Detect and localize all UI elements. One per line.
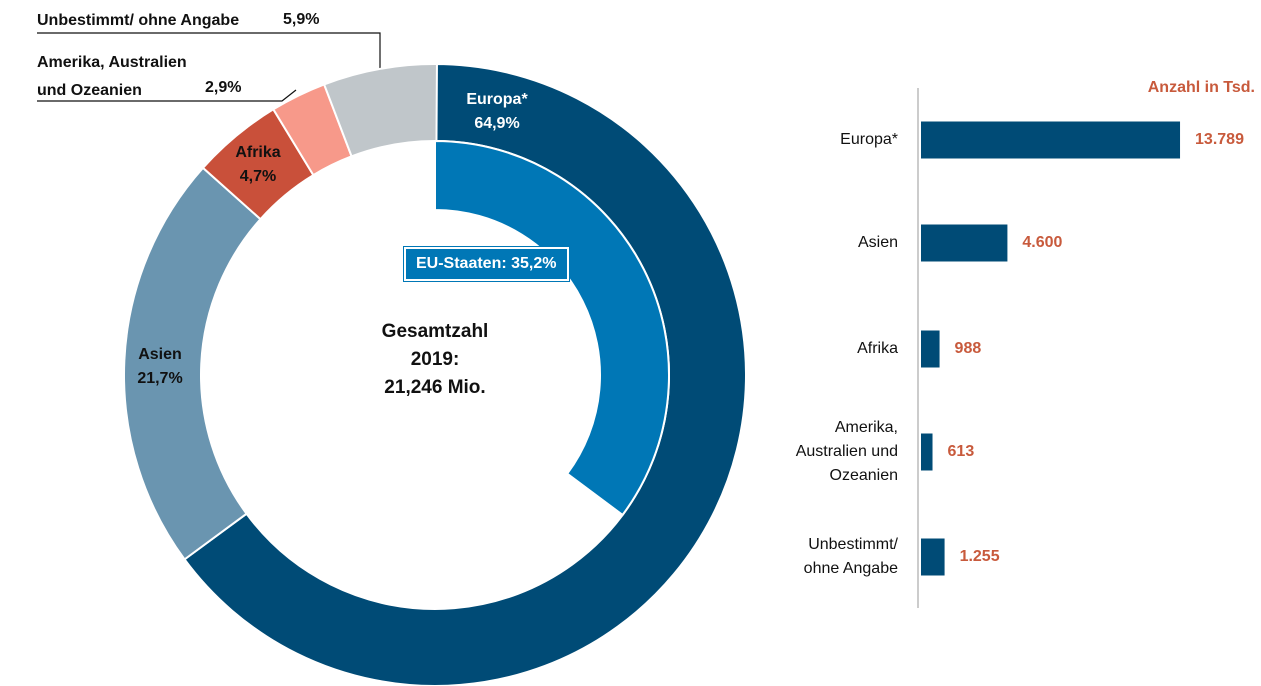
- y-tick-label: Asien: [857, 234, 898, 251]
- axis-label: Anzahl in Tsd.: [1147, 79, 1255, 96]
- leader-line: [37, 32, 381, 75]
- leader-line: [37, 89, 297, 102]
- center-label: Gesamtzahl: [381, 321, 489, 342]
- value-label: 613: [947, 443, 975, 460]
- bar: [921, 121, 1181, 159]
- slice-label: Afrika: [235, 144, 281, 161]
- value-label: 988: [954, 340, 982, 357]
- bar: [921, 224, 1008, 262]
- slice-value: 2,9%: [205, 79, 242, 96]
- y-tick-label: Europa*: [840, 131, 898, 148]
- bar: [921, 330, 940, 368]
- y-tick-label: Unbestimmt/ ohne Angabe: [803, 536, 898, 577]
- value-label: 4.600: [1022, 234, 1063, 251]
- value-label: 13.789: [1195, 131, 1244, 148]
- center-label: 2019:: [410, 349, 460, 370]
- value-label: 1.255: [959, 548, 1000, 565]
- inner-label: EU-Staaten: 35,2%: [403, 246, 570, 282]
- slice-label: Asien: [138, 346, 182, 363]
- slice-value: 64,9%: [474, 115, 520, 132]
- slice-label: Amerika, Australien und Ozeanien: [37, 54, 187, 99]
- slice-value: 5,9%: [283, 11, 320, 28]
- slice-label: Unbestimmt/ ohne Angabe: [37, 12, 240, 29]
- slice-value: 21,7%: [137, 370, 183, 387]
- bar: [921, 433, 933, 471]
- bar: [921, 538, 945, 576]
- slice-value: 4,7%: [239, 168, 277, 185]
- slice-label: Europa*: [466, 91, 528, 108]
- y-tick-label: Amerika, Australien und Ozeanien: [795, 419, 898, 484]
- pie-slice: [322, 63, 438, 158]
- center-label: 21,246 Mio.: [384, 377, 486, 398]
- y-tick-label: Afrika: [857, 340, 898, 357]
